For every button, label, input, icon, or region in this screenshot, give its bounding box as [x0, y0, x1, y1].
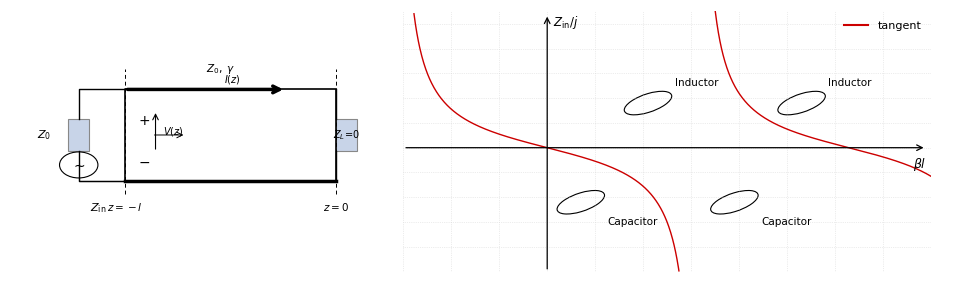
Text: Inductor: Inductor — [675, 78, 718, 88]
Text: $Z_0$: $Z_0$ — [37, 128, 51, 142]
Text: $+$: $+$ — [138, 114, 150, 128]
Text: $-$: $-$ — [138, 155, 150, 169]
Text: $Z_{\rm in}$: $Z_{\rm in}$ — [89, 201, 107, 215]
Text: $I(z)$: $I(z)$ — [224, 72, 241, 85]
Text: $z = -l$: $z = -l$ — [107, 201, 143, 213]
Text: $z = 0$: $z = 0$ — [323, 201, 349, 213]
Text: Capacitor: Capacitor — [608, 216, 658, 227]
Text: $Z_0,\ \gamma$: $Z_0,\ \gamma$ — [206, 63, 235, 76]
Text: Capacitor: Capacitor — [761, 216, 811, 227]
Polygon shape — [336, 119, 357, 151]
Polygon shape — [68, 119, 89, 151]
Circle shape — [60, 152, 98, 178]
Text: Inductor: Inductor — [828, 78, 872, 88]
Text: $V(z)$: $V(z)$ — [163, 125, 183, 138]
Text: $Z_{\rm in}/j$: $Z_{\rm in}/j$ — [553, 14, 578, 31]
Text: $Z_L\!=\!0$: $Z_L\!=\!0$ — [333, 128, 360, 142]
Text: $\beta l$: $\beta l$ — [913, 156, 926, 173]
Text: $\sim$: $\sim$ — [71, 158, 86, 172]
Legend: tangent: tangent — [840, 17, 925, 36]
